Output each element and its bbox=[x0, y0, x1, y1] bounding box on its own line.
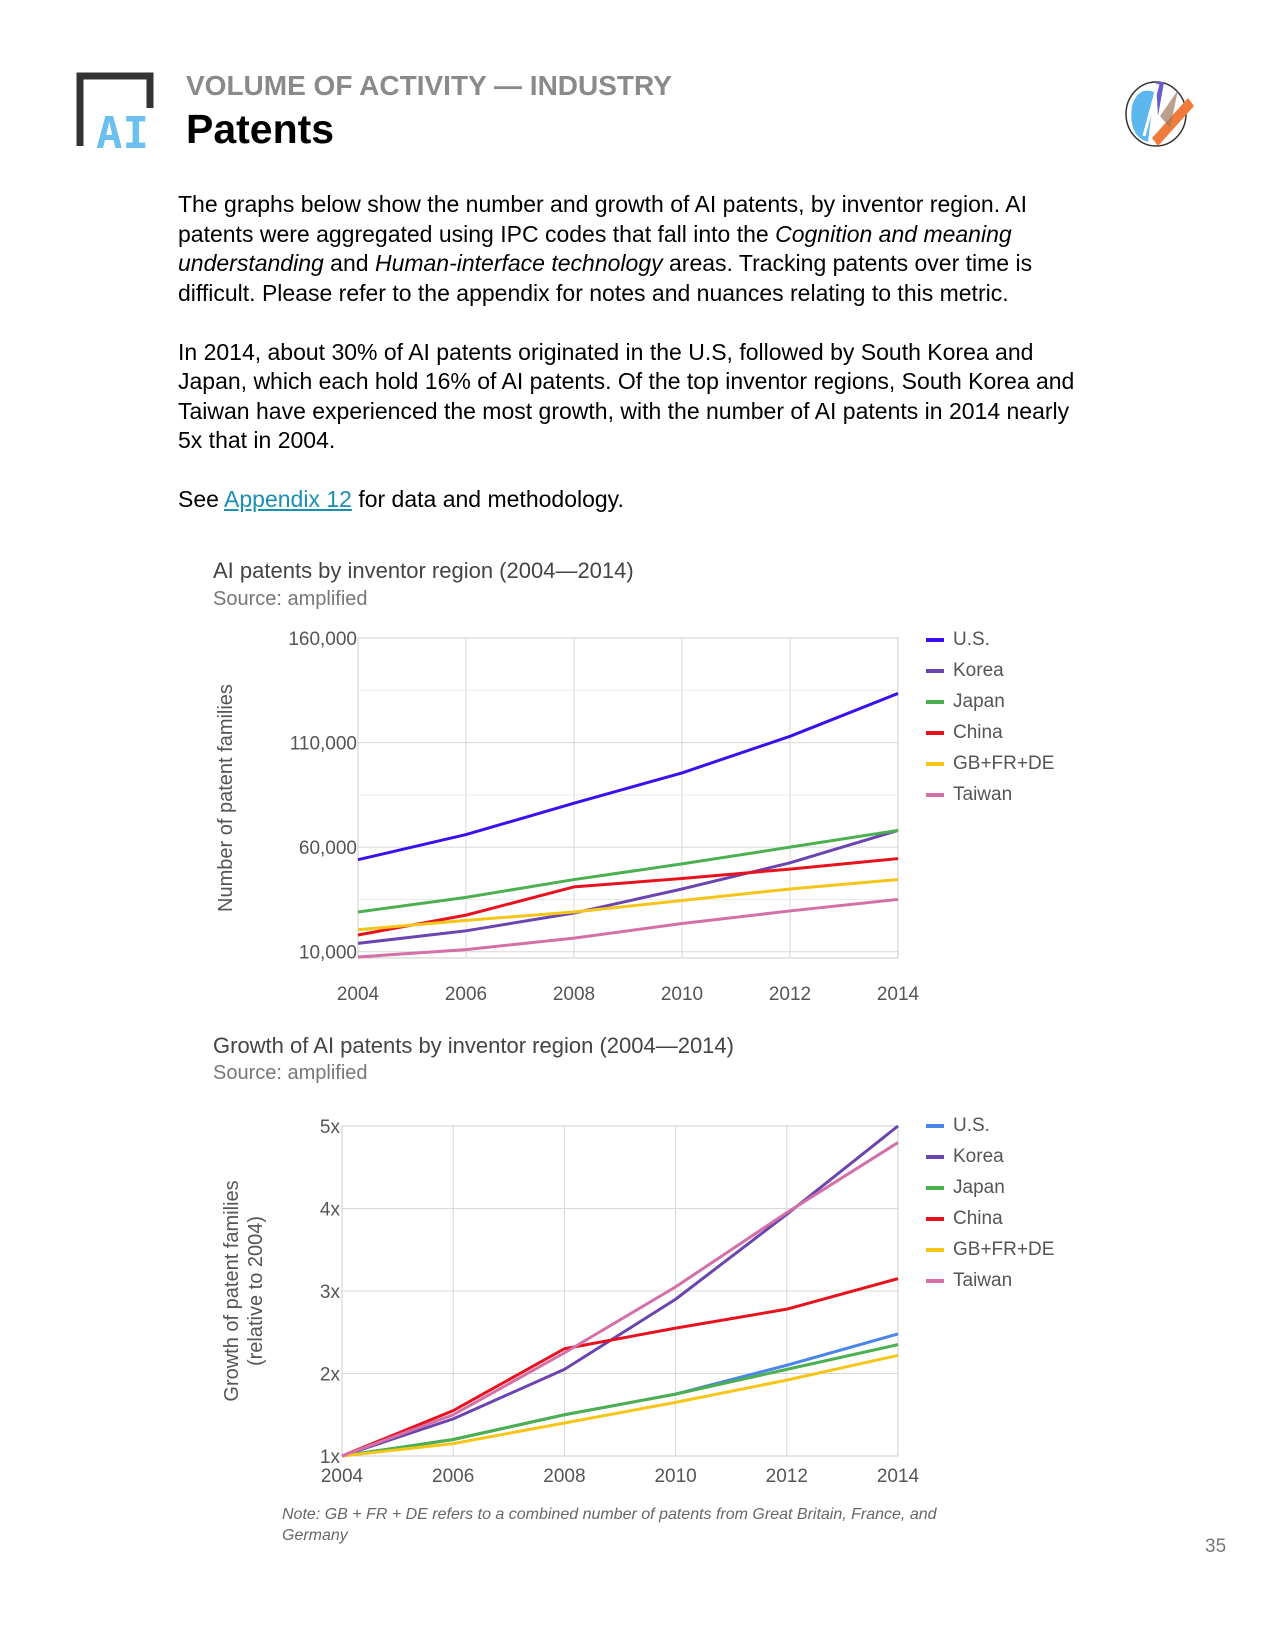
svg-text:AI: AI bbox=[96, 108, 149, 152]
x-tick-label: 2006 bbox=[445, 984, 487, 1005]
findings-paragraph: In 2014, about 30% of AI patents origina… bbox=[178, 338, 1075, 454]
series-line-u-s- bbox=[357, 692, 899, 862]
y-axis-label: Growth of patent families bbox=[221, 1180, 243, 1401]
y-tick-label: 110,000 bbox=[290, 734, 357, 755]
x-tick-label: 2012 bbox=[766, 1466, 808, 1487]
legend-label: Taiwan bbox=[953, 783, 1013, 805]
x-tick-label: 2014 bbox=[877, 984, 920, 1005]
legend-swatch bbox=[926, 1154, 944, 1159]
section-kicker: VOLUME OF ACTIVITY — INDUSTRY bbox=[186, 70, 672, 101]
series-line-u-s- bbox=[341, 1332, 899, 1458]
legend-item: China bbox=[926, 1203, 1054, 1234]
legend-label: U.S. bbox=[953, 628, 990, 650]
legend-swatch bbox=[926, 699, 944, 704]
x-tick-label: 2014 bbox=[877, 1466, 920, 1487]
legend-item: Taiwan bbox=[926, 1265, 1054, 1296]
series-line-japan bbox=[341, 1343, 899, 1458]
legend-swatch bbox=[926, 1216, 944, 1221]
y-tick-label: 1x bbox=[320, 1447, 341, 1468]
intro-paragraph: The graphs below show the number and gro… bbox=[178, 191, 1033, 306]
ai-index-logo: AI bbox=[76, 72, 154, 152]
legend-label: China bbox=[953, 721, 1003, 743]
series-line-taiwan bbox=[357, 897, 899, 959]
legend-swatch bbox=[926, 637, 944, 642]
legend-label: Japan bbox=[953, 1176, 1005, 1198]
legend-label: GB+FR+DE bbox=[953, 752, 1055, 774]
chart2-legend: U.S. Korea Japan China GB+FR+DE Taiwan bbox=[926, 1110, 1054, 1296]
y-tick-label: 10,000 bbox=[299, 943, 357, 964]
y-tick-label: 2x bbox=[320, 1365, 341, 1386]
legend-label: U.S. bbox=[953, 1114, 990, 1136]
x-tick-label: 2008 bbox=[543, 1466, 585, 1487]
y-tick-label: 60,000 bbox=[299, 838, 357, 859]
y-tick-label: 160,000 bbox=[288, 629, 357, 650]
legend-swatch bbox=[926, 730, 944, 735]
legend-label: Taiwan bbox=[953, 1269, 1013, 1291]
y-axis-label: Number of patent families bbox=[215, 684, 237, 912]
legend-label: Korea bbox=[953, 1145, 1004, 1167]
legend-swatch bbox=[926, 792, 944, 797]
body-text: The graphs below show the number and gro… bbox=[178, 190, 1098, 544]
legend-item: Korea bbox=[926, 1141, 1054, 1172]
chart1-legend: U.S. Korea Japan China GB+FR+DE Taiwan bbox=[926, 624, 1054, 810]
series-line-korea bbox=[357, 828, 899, 945]
x-tick-label: 2008 bbox=[553, 984, 595, 1005]
legend-item: Japan bbox=[926, 1172, 1054, 1203]
page-number: 35 bbox=[1205, 1536, 1227, 1557]
y-tick-label: 5x bbox=[320, 1117, 341, 1138]
legend-item: China bbox=[926, 717, 1054, 748]
x-tick-label: 2004 bbox=[337, 984, 380, 1005]
legend-item: GB+FR+DE bbox=[926, 1234, 1054, 1265]
legend-swatch bbox=[926, 1185, 944, 1190]
page-title: Patents bbox=[186, 106, 335, 152]
legend-label: Japan bbox=[953, 690, 1005, 712]
chart2-source: Source: amplified bbox=[213, 1062, 368, 1084]
decorative-logo-icon bbox=[1125, 81, 1194, 147]
legend-item: Korea bbox=[926, 655, 1054, 686]
x-tick-label: 2004 bbox=[321, 1466, 364, 1487]
series-line-japan bbox=[357, 828, 899, 914]
legend-label: Korea bbox=[953, 659, 1004, 681]
series-line-gb-fr-de bbox=[357, 878, 899, 932]
y-tick-label: 4x bbox=[320, 1200, 341, 1221]
legend-item: GB+FR+DE bbox=[926, 748, 1054, 779]
legend-item: U.S. bbox=[926, 1110, 1054, 1141]
y-axis-label-2: (relative to 2004) bbox=[245, 1216, 267, 1366]
series-line-taiwan bbox=[341, 1141, 899, 1458]
x-tick-label: 2012 bbox=[769, 984, 811, 1005]
plot-frame bbox=[341, 1125, 899, 1457]
chart2-title: Growth of AI patents by inventor region … bbox=[213, 1033, 734, 1058]
legend-label: China bbox=[953, 1207, 1003, 1229]
legend-swatch bbox=[926, 1123, 944, 1128]
legend-swatch bbox=[926, 1247, 944, 1252]
legend-item: Taiwan bbox=[926, 779, 1054, 810]
plot-frame bbox=[357, 637, 899, 959]
x-tick-label: 2006 bbox=[432, 1466, 474, 1487]
appendix-paragraph: See Appendix 12 for data and methodology… bbox=[178, 486, 624, 512]
legend-swatch bbox=[926, 668, 944, 673]
appendix-link[interactable]: Appendix 12 bbox=[224, 486, 352, 512]
legend-swatch bbox=[926, 761, 944, 766]
chart1-source: Source: amplified bbox=[213, 588, 368, 610]
legend-item: U.S. bbox=[926, 624, 1054, 655]
legend-label: GB+FR+DE bbox=[953, 1238, 1055, 1260]
legend-item: Japan bbox=[926, 686, 1054, 717]
series-line-gb-fr-de bbox=[341, 1353, 899, 1458]
x-tick-label: 2010 bbox=[654, 1466, 696, 1487]
footnote: Note: GB + FR + DE refers to a combined … bbox=[282, 1506, 937, 1544]
y-tick-label: 3x bbox=[320, 1282, 341, 1303]
chart1-title: AI patents by inventor region (2004—2014… bbox=[213, 558, 634, 583]
series-line-china bbox=[357, 857, 899, 937]
x-tick-label: 2010 bbox=[661, 984, 703, 1005]
legend-swatch bbox=[926, 1278, 944, 1283]
series-line-china bbox=[341, 1277, 899, 1458]
